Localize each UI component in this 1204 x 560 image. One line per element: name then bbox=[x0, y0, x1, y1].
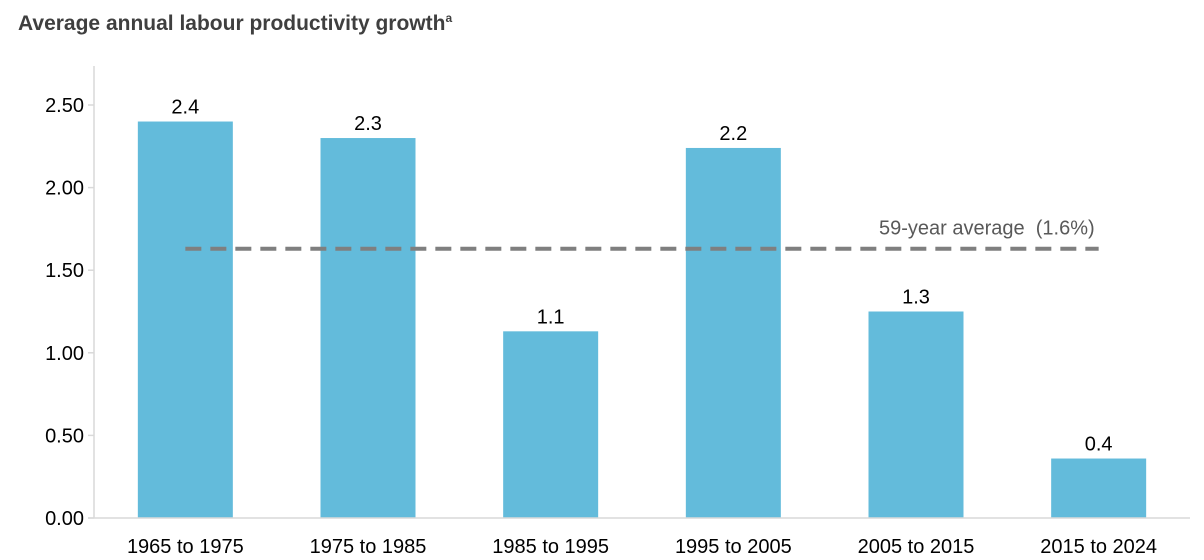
y-tick-label: 2.50 bbox=[45, 95, 84, 117]
average-reference-label: 59-year average (1.6%) bbox=[879, 218, 1095, 240]
y-tick-label: 1.50 bbox=[45, 260, 84, 282]
x-category-label: 1965 to 1975 bbox=[127, 536, 244, 558]
bar bbox=[137, 121, 233, 519]
chart-title-text: Average annual labour productivity growt… bbox=[18, 12, 445, 35]
bar bbox=[685, 147, 781, 518]
bar-data-label: 1.1 bbox=[537, 306, 565, 328]
bar-data-label: 2.2 bbox=[719, 123, 747, 145]
x-category-label: 1985 to 1995 bbox=[492, 536, 609, 558]
y-tick-label: 0.00 bbox=[45, 508, 84, 530]
bar bbox=[868, 311, 964, 518]
bar-data-label: 0.4 bbox=[1085, 434, 1113, 456]
x-category-label: 1975 to 1985 bbox=[310, 536, 427, 558]
bar bbox=[320, 138, 416, 519]
chart-title: Average annual labour productivity growt… bbox=[18, 11, 452, 35]
bar bbox=[1051, 458, 1147, 518]
plot-area: 0.00 0.50 1.00 1.50 2.00 2.50 2.4 1965 to 1975 2… bbox=[45, 66, 1190, 558]
y-tick-label: 2.00 bbox=[45, 178, 84, 200]
y-tick-label: 0.50 bbox=[45, 425, 84, 447]
bar bbox=[503, 331, 599, 518]
x-category-label: 2015 to 2024 bbox=[1040, 536, 1157, 558]
bar-data-label: 2.3 bbox=[354, 113, 382, 135]
x-category-label: 2005 to 2015 bbox=[858, 536, 975, 558]
y-tick-label: 1.00 bbox=[45, 343, 84, 365]
chart-title-superscript: a bbox=[445, 11, 452, 25]
x-category-label: 1995 to 2005 bbox=[675, 536, 792, 558]
bar-data-label: 1.3 bbox=[902, 287, 930, 309]
bar-data-label: 2.4 bbox=[171, 97, 199, 119]
